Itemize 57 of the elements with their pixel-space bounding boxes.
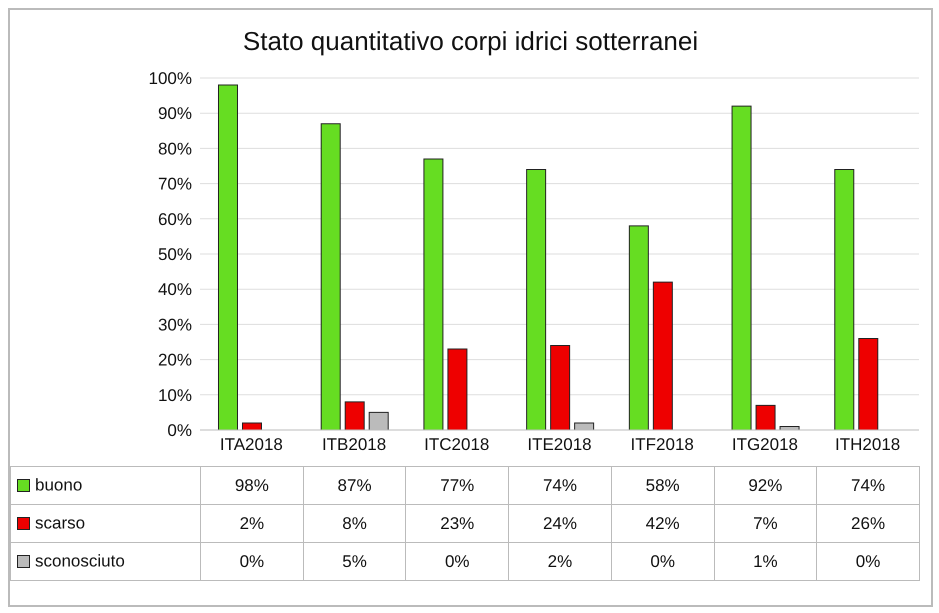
data-label: 98% [200, 466, 304, 504]
x-tick-label: ITC2018 [424, 435, 490, 454]
y-tick-label: 0% [167, 421, 192, 440]
data-label: 24% [508, 504, 612, 542]
bar [628, 225, 649, 430]
x-tick-label: ITA2018 [220, 435, 283, 454]
bar [732, 106, 752, 430]
data-label: 42% [611, 504, 714, 542]
bar [218, 84, 238, 430]
x-tick-label: ITH2018 [835, 435, 900, 454]
data-label: 87% [303, 466, 406, 504]
data-label: 0% [611, 542, 714, 580]
x-tick-label: ITF2018 [630, 435, 694, 454]
x-tick-label: ITB2018 [322, 435, 386, 454]
x-tick-label: ITG2018 [732, 435, 798, 454]
data-label: 7% [714, 504, 817, 542]
bar [756, 404, 776, 430]
data-label: 1% [714, 542, 817, 580]
data-label: 0% [816, 542, 920, 580]
legend-label: sconosciuto [35, 552, 125, 571]
y-tick-label: 90% [158, 104, 192, 124]
data-label: 26% [816, 504, 920, 542]
data-label: 74% [816, 466, 920, 504]
y-tick-label: 20% [158, 350, 192, 370]
x-tick-label: ITE2018 [527, 435, 592, 454]
bar [858, 338, 878, 430]
bar [550, 345, 570, 430]
bar [834, 169, 854, 430]
bar [447, 348, 468, 430]
chart-title: Stato quantitativo corpi idrici sotterranei [242, 26, 700, 58]
bar [242, 422, 262, 430]
data-label: 5% [303, 542, 406, 580]
data-label: 74% [508, 466, 612, 504]
data-label: 0% [200, 542, 304, 580]
data-label: 0% [406, 542, 509, 580]
legend-label: scarso [35, 514, 86, 533]
data-label: 58% [611, 466, 714, 504]
bar [344, 401, 365, 430]
y-tick-label: 30% [158, 315, 192, 334]
data-label: 2% [200, 504, 304, 542]
y-tick-label: 100% [148, 69, 192, 88]
bar [423, 158, 444, 430]
y-tick-label: 70% [158, 174, 192, 194]
y-tick-label: 40% [158, 280, 192, 300]
data-label: 77% [406, 466, 509, 504]
bar [652, 282, 673, 430]
bar [320, 123, 341, 430]
y-tick-label: 80% [158, 139, 192, 158]
y-tick-label: 10% [158, 386, 192, 405]
bar [526, 169, 546, 430]
legend-label: buono [35, 476, 82, 495]
y-tick-label: 50% [158, 245, 192, 264]
y-tick-label: 60% [158, 210, 192, 229]
data-label: 92% [714, 466, 817, 504]
data-label: 8% [303, 504, 406, 542]
data-label: 23% [406, 504, 509, 542]
data-label: 2% [508, 542, 612, 580]
